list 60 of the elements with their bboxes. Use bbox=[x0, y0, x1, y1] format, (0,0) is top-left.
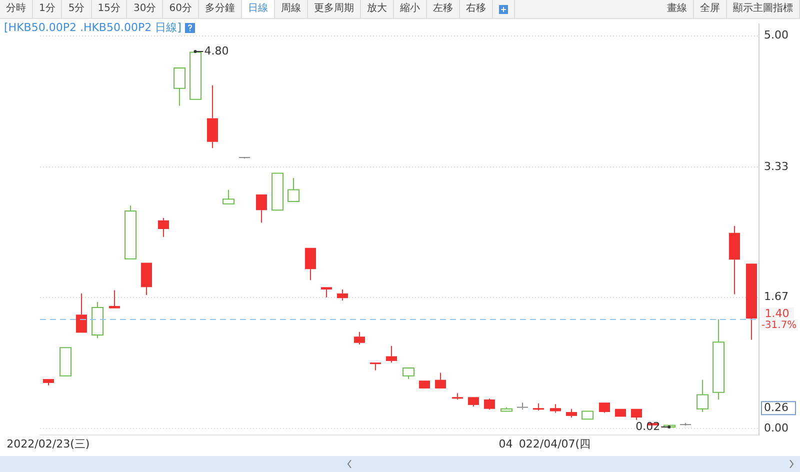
text: 縮小 bbox=[394, 0, 427, 18]
text: 右移 bbox=[460, 0, 493, 18]
text: 多分鐘 bbox=[198, 0, 242, 18]
y-tick-label: 3.33 bbox=[764, 160, 788, 173]
candlestick bbox=[599, 402, 610, 414]
text: 顯示主圖指標 bbox=[727, 0, 800, 18]
candlestick bbox=[468, 397, 479, 408]
text: 60分 bbox=[163, 0, 199, 18]
x-tick-label: 04 bbox=[498, 437, 513, 450]
candlestick bbox=[174, 67, 186, 106]
candlestick bbox=[354, 331, 365, 345]
candlestick bbox=[729, 225, 740, 295]
candlestick bbox=[452, 392, 463, 400]
candlestick bbox=[141, 262, 152, 296]
text: 5分 bbox=[62, 0, 92, 18]
candlestick bbox=[222, 189, 234, 204]
candlestick bbox=[43, 379, 54, 386]
text: 周線 bbox=[274, 0, 308, 18]
candlestick bbox=[386, 346, 397, 364]
text: 30分 bbox=[127, 0, 164, 18]
x-tick-label: 2022/02/23(三) bbox=[6, 437, 90, 450]
text: 1分 bbox=[33, 0, 62, 18]
y-tick-label: 1.67 bbox=[764, 290, 788, 304]
annotation: 4.80 bbox=[204, 44, 229, 58]
candlestick bbox=[109, 290, 120, 308]
candlestick bbox=[158, 218, 169, 238]
text: 日線 bbox=[242, 0, 275, 18]
text: 左移 bbox=[426, 0, 460, 18]
x-tick-label: 022/04/07(四 bbox=[518, 437, 591, 450]
candlestick bbox=[321, 287, 332, 298]
text: 更多周期 bbox=[308, 0, 361, 18]
candlestick bbox=[550, 404, 561, 414]
text: 放大 bbox=[360, 0, 394, 18]
candlestick bbox=[337, 288, 348, 301]
candlestick bbox=[516, 402, 528, 410]
candlestick bbox=[124, 204, 136, 260]
text: 分時 bbox=[0, 0, 33, 18]
text: 15分 bbox=[92, 0, 128, 18]
y-tick-label: 0.00 bbox=[764, 421, 788, 434]
annotation: 0.02 bbox=[636, 420, 660, 433]
text: -31.7% bbox=[761, 320, 797, 332]
candlestick bbox=[533, 402, 544, 411]
ref-line-label: 1.40 bbox=[764, 306, 790, 320]
candlestick bbox=[76, 292, 87, 333]
text: 畫線 bbox=[661, 0, 694, 18]
text: 全屏 bbox=[694, 0, 727, 18]
candlestick bbox=[631, 408, 642, 420]
candlestick bbox=[566, 408, 577, 418]
candlestick bbox=[484, 398, 495, 410]
chart-title: [HKB50.00P2 .HKB50.00P2 日線] bbox=[4, 20, 182, 35]
candlestick bbox=[746, 264, 757, 340]
candlestick bbox=[256, 194, 267, 224]
candlestick bbox=[207, 84, 218, 149]
candlestick bbox=[435, 372, 446, 388]
candlestick bbox=[696, 379, 708, 413]
y-tick-label: 5.00 bbox=[764, 28, 788, 42]
candlestick bbox=[712, 318, 724, 400]
candlestick bbox=[288, 177, 300, 202]
y-tick-label: 0.26 bbox=[764, 400, 788, 414]
candlestick bbox=[370, 362, 381, 371]
